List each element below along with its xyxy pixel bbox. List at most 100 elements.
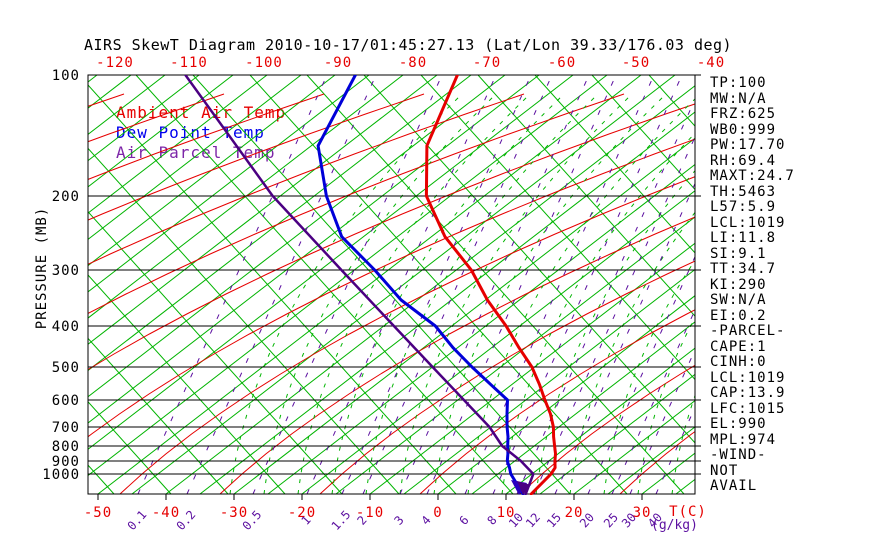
dew-point-curve	[316, 75, 525, 495]
stat-line: RH:69.4	[710, 152, 777, 169]
dry-adiabat-line	[135, 75, 514, 495]
mixing-ratio-tick: 6	[456, 513, 471, 528]
red-adiabat-curve	[88, 93, 525, 265]
moist-adiabat-dashed	[808, 94, 870, 494]
mixing-ratio-line	[399, 75, 590, 495]
stat-line: -WIND-	[710, 447, 767, 463]
stat-line: PW:17.70	[710, 137, 786, 153]
red-adiabat-curve	[88, 138, 695, 438]
dry-adiabat-line	[88, 84, 457, 495]
dry-adiabat-line	[534, 75, 695, 254]
stat-line: -PARCEL-	[710, 323, 786, 339]
isotherm-line	[88, 75, 302, 240]
mixing-ratio-line	[252, 75, 443, 495]
pressure-tick-label: 600	[52, 393, 80, 409]
isotherm-line	[267, 163, 695, 495]
pressure-tick-label: 1000	[42, 467, 80, 483]
stat-line: TT:34.7	[710, 261, 777, 277]
pressure-tick-label: 700	[52, 420, 80, 436]
isotherm-line	[88, 75, 166, 136]
stat-line: SI:9.1	[710, 245, 767, 262]
stat-line: LCL:1019	[710, 369, 786, 386]
isotherm-line	[165, 85, 695, 495]
mixing-ratio-line	[341, 75, 532, 495]
bottom-temp-tick: 20	[565, 505, 584, 521]
isotherm-line	[573, 400, 695, 495]
chart-title: AIRS SkewT Diagram 2010-10-17/01:45:27.1…	[84, 36, 733, 54]
red-adiabat-curve	[419, 309, 695, 495]
stat-line: EI:0.2	[710, 307, 767, 324]
mixing-ratio-tick: 12	[523, 510, 543, 530]
stat-line: CINH:0	[710, 354, 767, 370]
isotherm-line	[233, 137, 695, 495]
stat-line: NOT	[710, 462, 739, 479]
mixing-ratio-tick: 0.1	[125, 508, 150, 533]
stat-line: SW:N/A	[710, 292, 767, 308]
mixing-ratio-tick: 4	[418, 513, 433, 528]
ambient-temp-curve	[424, 75, 557, 495]
top-temp-tick: -120	[96, 55, 134, 71]
stat-line: TH:5463	[710, 183, 777, 200]
parcel-temp-curve	[184, 75, 535, 495]
stat-line: LFC:1015	[710, 400, 786, 417]
pressure-tick-label: 200	[52, 189, 80, 205]
stat-line: WB0:999	[710, 121, 777, 138]
dry-adiabat-line	[88, 274, 286, 495]
mixing-ratio-tick: 3	[391, 513, 406, 528]
top-temp-tick: -50	[622, 55, 650, 71]
red-adiabat-curve	[0, 94, 24, 494]
bottom-temp-tick: -20	[288, 505, 316, 521]
dry-adiabat-line	[591, 75, 695, 191]
stat-line: MW:N/A	[710, 90, 767, 107]
red-adiabat-curve	[88, 93, 325, 180]
stat-line: FRZ:625	[710, 106, 777, 122]
stat-line: LI:11.8	[710, 230, 777, 246]
stat-line: MAXT:24.7	[710, 168, 795, 184]
bottom-temp-tick: -30	[220, 505, 248, 521]
pressure-tick-label: 400	[52, 319, 80, 335]
isotherm-line	[88, 75, 438, 345]
bottom-temp-tick: -50	[84, 505, 112, 521]
bottom-temp-tick: -10	[356, 505, 384, 521]
legend-ambient-air-temp: Ambient Air Temp	[116, 103, 287, 122]
dry-adiabat-line	[88, 147, 400, 495]
isotherm-line	[88, 75, 574, 450]
isotherm-line	[131, 75, 676, 495]
bottom-temp-tick: -40	[152, 505, 180, 521]
pressure-tick-label: 800	[52, 439, 80, 455]
isotherm-line	[471, 321, 695, 495]
pressure-axis-label: PRESSURE (MB)	[34, 207, 50, 330]
isotherm-line	[88, 75, 506, 398]
top-temp-tick: -70	[473, 55, 501, 71]
stat-line: CAPE:1	[710, 338, 767, 355]
isotherm-line	[0, 75, 29, 494]
dry-adiabat-line	[477, 75, 695, 317]
top-temp-tick: -40	[697, 55, 725, 71]
mixing-ratio-tick: 25	[601, 510, 621, 530]
isotherm-line	[369, 242, 695, 495]
red-adiabat-curve	[88, 103, 695, 371]
bottom-temp-tick: 30	[633, 505, 652, 521]
pressure-tick-label: 900	[52, 454, 80, 470]
isotherm-line	[335, 216, 695, 495]
isotherm-line	[437, 295, 695, 495]
dry-adiabat-line	[420, 75, 695, 381]
sounding-profiles	[184, 75, 557, 495]
moist-adiabat-dashed	[842, 94, 870, 494]
top-temp-tick: -100	[245, 55, 283, 71]
top-temp-tick: -80	[399, 55, 427, 71]
top-temp-tick: -110	[170, 55, 208, 71]
pressure-tick-label: 300	[52, 263, 80, 279]
isotherm-line	[199, 111, 695, 495]
isotherm-line	[88, 75, 268, 214]
stat-line: L57:5.9	[710, 199, 777, 215]
dry-adiabat-line	[88, 401, 172, 495]
red-adiabat-curve	[88, 93, 625, 314]
stat-line: TP:100	[710, 75, 767, 91]
stat-line: LCL:1019	[710, 214, 786, 231]
pressure-tick-label: 500	[52, 360, 80, 376]
stat-line: EL:990	[710, 416, 767, 432]
dry-adiabat-line	[88, 210, 343, 495]
